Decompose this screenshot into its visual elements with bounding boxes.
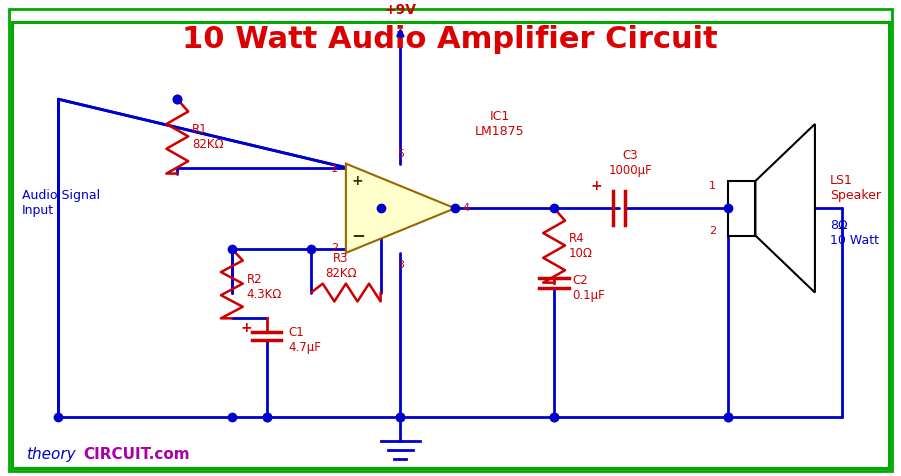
Text: 10 Watt Audio Amplifier Circuit: 10 Watt Audio Amplifier Circuit (182, 25, 718, 54)
Text: LS1
Speaker: LS1 Speaker (830, 174, 881, 202)
Text: +: + (241, 321, 252, 335)
Text: 1: 1 (709, 181, 715, 191)
Text: CIRCUIT.com: CIRCUIT.com (83, 446, 190, 462)
Text: IC1
LM1875: IC1 LM1875 (475, 110, 524, 138)
Text: 8Ω
10 Watt: 8Ω 10 Watt (830, 219, 878, 247)
Text: 4: 4 (463, 203, 470, 213)
Polygon shape (346, 164, 455, 253)
Text: R1
82KΩ: R1 82KΩ (192, 123, 223, 151)
FancyBboxPatch shape (9, 9, 892, 471)
Text: +: + (591, 179, 603, 193)
Text: C2
0.1μF: C2 0.1μF (572, 274, 605, 302)
Text: 2: 2 (708, 226, 715, 236)
Text: R3
82KΩ: R3 82KΩ (325, 252, 357, 280)
Text: theory: theory (25, 446, 75, 462)
Bar (728, 181, 755, 236)
Text: Audio Signal
Input: Audio Signal Input (22, 189, 100, 218)
Text: R2
4.3KΩ: R2 4.3KΩ (247, 273, 282, 301)
Text: +: + (352, 175, 364, 188)
Text: C1
4.7μF: C1 4.7μF (288, 326, 322, 354)
Text: 1: 1 (331, 164, 338, 174)
Text: 5: 5 (397, 149, 404, 159)
Text: R4
10Ω: R4 10Ω (569, 232, 593, 260)
Polygon shape (755, 124, 815, 293)
Text: +9V: +9V (385, 3, 416, 17)
Text: C3
1000μF: C3 1000μF (608, 149, 652, 177)
Text: 3: 3 (397, 260, 404, 270)
Text: 2: 2 (331, 243, 338, 253)
Text: −: − (350, 226, 365, 244)
